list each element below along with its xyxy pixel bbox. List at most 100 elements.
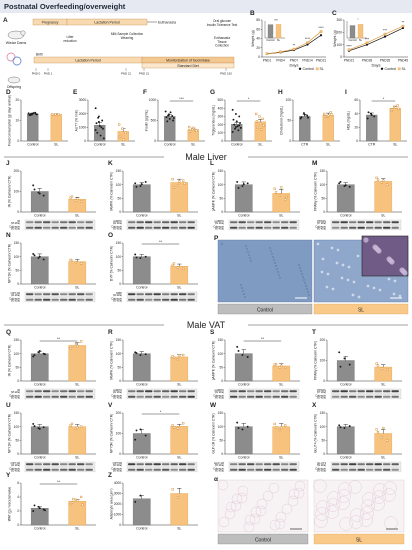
blot-band bbox=[332, 226, 340, 229]
significance-mark: ** bbox=[57, 336, 61, 341]
bar-sl bbox=[322, 114, 334, 142]
blot-band bbox=[77, 293, 85, 296]
blot-band bbox=[374, 390, 382, 393]
blot-band bbox=[391, 390, 399, 393]
y-tick-label: 4000 bbox=[114, 481, 121, 485]
blot-band bbox=[340, 226, 348, 229]
blot-band bbox=[85, 226, 93, 229]
adipocyte-outline bbox=[371, 497, 385, 511]
y-axis-label: PPARγ (% Calnexin/ CTR) bbox=[314, 341, 318, 380]
blot-kda: (90 kDa) bbox=[113, 228, 122, 231]
y-tick-label: 0 bbox=[17, 139, 19, 143]
data-point-control bbox=[37, 257, 40, 259]
data-point-sl bbox=[182, 353, 185, 357]
blot-band bbox=[238, 463, 246, 466]
blot-label: GLUT4 bbox=[317, 461, 326, 465]
blot-label: Calnexin bbox=[111, 393, 122, 397]
blot-label: pAMPK bbox=[215, 219, 225, 223]
blot-band bbox=[349, 395, 357, 398]
data-point-control bbox=[234, 127, 237, 130]
x-tick-label: SL bbox=[381, 214, 385, 218]
caption-bar-sl bbox=[313, 533, 405, 545]
y-tick-label: 50 bbox=[117, 269, 121, 273]
blot-label: Calnexin bbox=[111, 466, 122, 470]
lipid-droplet bbox=[378, 288, 382, 292]
blot-band bbox=[51, 293, 59, 296]
blot-band bbox=[136, 395, 144, 398]
blot-band bbox=[366, 390, 374, 393]
data-point-control bbox=[144, 255, 147, 258]
data-point-control bbox=[100, 126, 103, 129]
data-point-sl bbox=[171, 355, 174, 358]
blot-band bbox=[26, 463, 34, 466]
data-point-sl bbox=[80, 200, 83, 203]
y-axis-label: NPY5R (% Calnexin/ CTR) bbox=[110, 414, 114, 453]
data-point-sl bbox=[192, 126, 195, 130]
panel-label: P bbox=[214, 235, 219, 242]
blot-band bbox=[349, 390, 357, 393]
blot-band bbox=[128, 221, 136, 224]
blot-band bbox=[187, 463, 195, 466]
blot-band bbox=[357, 390, 365, 393]
data-point-control bbox=[239, 126, 242, 129]
blot-band bbox=[162, 293, 170, 296]
blot-band bbox=[51, 395, 59, 398]
data-point-sl bbox=[76, 344, 79, 348]
zoom-vacuole bbox=[386, 256, 392, 262]
data-point-control bbox=[237, 427, 240, 429]
y-tick-label: 150 bbox=[14, 338, 20, 342]
blot-band bbox=[289, 390, 297, 393]
panel-label: T bbox=[312, 329, 316, 336]
blot-kda: (62 kDa) bbox=[215, 391, 224, 394]
y-tick-label: 50 bbox=[15, 366, 19, 370]
panel-label: B bbox=[250, 10, 255, 17]
x-tick-label: SL bbox=[381, 383, 385, 387]
adipocyte-outline bbox=[293, 487, 305, 499]
euthanasia-tissue-label: Euthanasia Tissue Collection bbox=[214, 36, 230, 48]
x-tick-label: Control bbox=[34, 286, 46, 290]
data-point-sl bbox=[183, 182, 186, 185]
section-male-liver: Male Liver bbox=[4, 152, 408, 162]
blot-band bbox=[179, 463, 187, 466]
data-point-sl bbox=[274, 191, 278, 194]
blot-band bbox=[43, 298, 51, 301]
data-point-control bbox=[42, 258, 45, 261]
significance-mark: *** bbox=[179, 96, 184, 101]
blot-band bbox=[162, 395, 170, 398]
blot-band bbox=[68, 226, 76, 229]
blot-strip bbox=[126, 394, 198, 400]
data-point-control bbox=[29, 114, 32, 117]
data-point-sl bbox=[176, 184, 180, 187]
blot-band bbox=[60, 293, 68, 296]
blot-band bbox=[281, 221, 289, 224]
y-tick-label: 0 bbox=[289, 139, 291, 143]
data-point-control bbox=[241, 354, 244, 356]
blot-band bbox=[51, 463, 59, 466]
data-point-sl bbox=[390, 108, 394, 111]
blot-band bbox=[77, 463, 85, 466]
y-tick-label: 150 bbox=[14, 241, 20, 245]
x-tick-label: SL bbox=[75, 214, 79, 218]
x-tick-label: CTR bbox=[368, 143, 376, 147]
data-point-sl bbox=[278, 366, 282, 369]
blot-band bbox=[128, 395, 136, 398]
y-axis-label: PPARγ (% Calnexin/ CTR) bbox=[314, 172, 318, 211]
data-point-sl bbox=[54, 113, 57, 116]
blot-band bbox=[179, 293, 187, 296]
blot-band bbox=[391, 395, 399, 398]
x-tick-label: SL bbox=[279, 383, 283, 387]
data-point-control bbox=[348, 185, 351, 188]
panel-f: F 0 500 1000 Insulin (pg/mL) Control SL *** bbox=[143, 89, 205, 147]
panel-label: O bbox=[108, 232, 113, 239]
blot-band bbox=[136, 226, 144, 229]
data-point-sl bbox=[70, 195, 74, 198]
data-point-sl bbox=[172, 356, 176, 359]
blot-band bbox=[43, 395, 51, 398]
lipid-droplet bbox=[330, 246, 334, 250]
y-tick-label: 200 bbox=[218, 123, 224, 127]
blot-band bbox=[77, 468, 85, 471]
